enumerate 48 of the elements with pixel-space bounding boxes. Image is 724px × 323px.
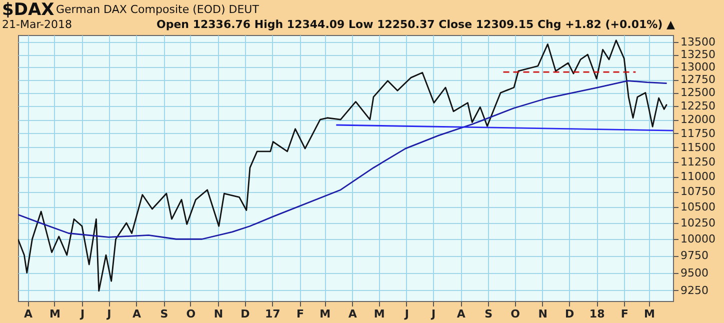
y-tick-label: 11500 <box>680 140 716 154</box>
chart-subtitle: German DAX Composite (EOD) DEUT <box>56 3 260 16</box>
y-tick-label: 10750 <box>680 185 716 198</box>
x-tick-label: N <box>214 308 224 320</box>
y-tick-label: 11000 <box>680 170 716 184</box>
y-tick-label: 12500 <box>680 86 716 100</box>
x-tick-label: J <box>404 308 409 320</box>
y-tick-label: 12750 <box>680 73 716 86</box>
x-tick-label: M <box>49 308 60 320</box>
y-tick-label: 11250 <box>680 155 716 168</box>
x-tick-label: O <box>510 308 520 320</box>
x-tick-label: A <box>132 308 142 320</box>
x-tick-label: S <box>160 308 168 320</box>
x-tick-label: J <box>106 308 112 320</box>
text: Open 12336.76 High 12344.09 Low 12250.37 Close 12309.15 Chg +1.82 (+0.01%) ▲ <box>156 18 676 31</box>
y-tick-label: 13000 <box>680 60 716 74</box>
x-tick-label: A <box>348 308 358 320</box>
y-tick-label: 13500 <box>680 36 716 49</box>
y-tick-label: 10500 <box>680 200 716 214</box>
x-tick-label: D <box>240 308 250 320</box>
y-tick-label: 9250 <box>680 284 708 297</box>
y-tick-label: 9750 <box>680 249 708 262</box>
x-tick-label: F <box>620 308 628 320</box>
y-tick-label: 9500 <box>680 266 708 280</box>
text: 21-Mar-2018 <box>2 18 72 31</box>
x-tick-label: O <box>186 308 196 320</box>
x-tick-label: M <box>374 308 385 320</box>
x-tick-label: S <box>484 308 493 320</box>
y-tick-label: 12000 <box>680 113 716 126</box>
x-tick-label: M <box>320 308 331 320</box>
x-tick-label: 17 <box>265 308 280 320</box>
x-tick-label: A <box>456 308 466 320</box>
x-tick-label: M <box>644 308 655 320</box>
y-tick-label: 10250 <box>680 216 716 230</box>
y-tick-label: 10000 <box>680 232 716 246</box>
y-tick-label: 12250 <box>680 99 716 112</box>
line-series <box>18 40 668 292</box>
chart-title: $DAX <box>2 0 54 20</box>
x-tick-label: A <box>24 308 34 320</box>
line-series <box>18 80 668 240</box>
x-tick-label: J <box>430 308 436 320</box>
x-tick-label: J <box>79 308 85 320</box>
x-tick-label: D <box>564 308 574 320</box>
x-tick-label: F <box>296 308 304 320</box>
y-tick-label: 11750 <box>680 126 716 140</box>
y-tick-label: 13250 <box>680 48 716 62</box>
x-tick-label: 18 <box>589 308 605 320</box>
x-tick-label: N <box>538 308 548 320</box>
